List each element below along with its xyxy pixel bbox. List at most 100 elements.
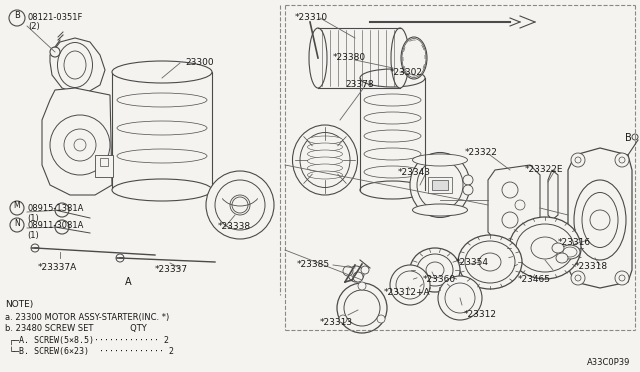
Circle shape (232, 197, 248, 213)
Text: └─B. SCREW(6×23)  ············· 2: └─B. SCREW(6×23) ············· 2 (9, 347, 174, 356)
Polygon shape (568, 148, 632, 288)
Circle shape (445, 283, 475, 313)
Text: M: M (13, 202, 20, 211)
Ellipse shape (516, 224, 574, 272)
Text: b. 23480 SCREW SET              QTY: b. 23480 SCREW SET QTY (5, 324, 147, 333)
Ellipse shape (64, 51, 86, 79)
Circle shape (396, 271, 424, 299)
Ellipse shape (582, 192, 618, 247)
Text: (1): (1) (27, 214, 39, 223)
Circle shape (575, 275, 581, 281)
Ellipse shape (552, 243, 564, 253)
Ellipse shape (307, 150, 342, 158)
Circle shape (337, 283, 387, 333)
Text: *23322: *23322 (465, 148, 498, 157)
Ellipse shape (300, 132, 350, 187)
Circle shape (463, 175, 473, 185)
Ellipse shape (574, 180, 626, 260)
Circle shape (55, 203, 69, 217)
Ellipse shape (509, 217, 581, 279)
Ellipse shape (364, 166, 421, 178)
Text: *23337A: *23337A (38, 263, 77, 272)
Text: (2): (2) (28, 22, 40, 31)
Ellipse shape (402, 38, 426, 77)
Ellipse shape (307, 164, 342, 172)
Ellipse shape (560, 245, 580, 259)
Text: A: A (125, 277, 131, 287)
Ellipse shape (364, 130, 421, 142)
Bar (95, 155, 113, 177)
Bar (432, 180, 448, 190)
Ellipse shape (117, 121, 207, 135)
Ellipse shape (307, 157, 342, 165)
Circle shape (619, 157, 625, 163)
Text: *23312+A: *23312+A (384, 288, 431, 297)
Ellipse shape (307, 136, 342, 144)
Circle shape (615, 153, 629, 167)
Ellipse shape (117, 149, 207, 163)
Text: a. 23300 MOTOR ASSY-STARTER(INC. *): a. 23300 MOTOR ASSY-STARTER(INC. *) (5, 313, 169, 322)
Circle shape (353, 272, 363, 282)
Circle shape (571, 153, 585, 167)
Text: *23360: *23360 (423, 275, 456, 284)
Text: 08915-1381A: 08915-1381A (27, 204, 83, 213)
Ellipse shape (410, 248, 460, 292)
Circle shape (438, 276, 482, 320)
Text: *23313: *23313 (320, 318, 353, 327)
Ellipse shape (307, 171, 342, 179)
Circle shape (10, 218, 24, 232)
Text: NOTE): NOTE) (5, 300, 33, 309)
Text: *23337: *23337 (155, 265, 188, 274)
Circle shape (502, 212, 518, 228)
Ellipse shape (307, 143, 342, 151)
Ellipse shape (364, 112, 421, 124)
Circle shape (344, 290, 380, 326)
Circle shape (339, 315, 347, 323)
Ellipse shape (556, 253, 568, 263)
Circle shape (116, 254, 124, 262)
Text: *23310: *23310 (295, 13, 328, 22)
Circle shape (10, 201, 24, 215)
Ellipse shape (458, 235, 522, 289)
Polygon shape (42, 88, 112, 195)
Text: *23465: *23465 (518, 275, 551, 284)
Bar (112, 72, 212, 190)
Circle shape (571, 271, 585, 285)
Circle shape (9, 10, 25, 26)
Text: *23316: *23316 (558, 238, 591, 247)
Text: B: B (625, 133, 632, 143)
Ellipse shape (410, 153, 470, 218)
Text: A33C0P39: A33C0P39 (587, 358, 630, 367)
Circle shape (575, 157, 581, 163)
Ellipse shape (206, 171, 274, 239)
Circle shape (377, 315, 385, 323)
Ellipse shape (531, 237, 559, 259)
Circle shape (343, 266, 353, 276)
Text: *23380: *23380 (333, 53, 366, 62)
Ellipse shape (112, 61, 212, 83)
Ellipse shape (401, 37, 427, 79)
Ellipse shape (417, 160, 463, 210)
Circle shape (502, 182, 518, 198)
Text: *23338: *23338 (218, 222, 251, 231)
Ellipse shape (426, 262, 444, 278)
Ellipse shape (413, 154, 467, 166)
Circle shape (358, 282, 366, 290)
Ellipse shape (465, 241, 515, 283)
Circle shape (55, 220, 69, 234)
Ellipse shape (230, 195, 250, 215)
Circle shape (348, 266, 364, 282)
Ellipse shape (58, 42, 93, 87)
Ellipse shape (117, 93, 207, 107)
Ellipse shape (309, 28, 327, 88)
Circle shape (50, 115, 110, 175)
Text: *23312: *23312 (464, 310, 497, 319)
Ellipse shape (215, 180, 265, 230)
Ellipse shape (360, 69, 425, 87)
Ellipse shape (112, 179, 212, 201)
Circle shape (632, 134, 638, 140)
Circle shape (361, 266, 369, 274)
Text: 23300: 23300 (185, 58, 214, 67)
Text: 23378: 23378 (345, 80, 374, 89)
Text: 08121-0351F: 08121-0351F (28, 13, 83, 22)
